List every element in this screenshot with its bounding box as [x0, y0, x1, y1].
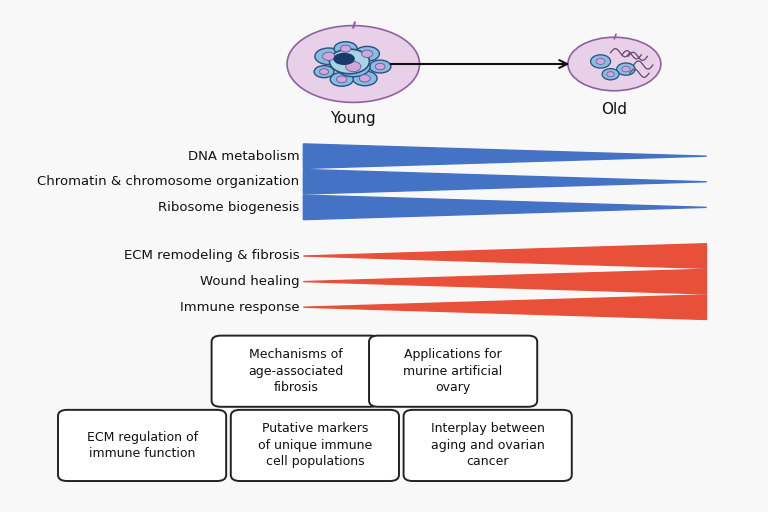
Polygon shape	[303, 295, 707, 319]
Text: Young: Young	[330, 111, 376, 126]
Text: ECM remodeling & fibrosis: ECM remodeling & fibrosis	[124, 249, 300, 263]
Circle shape	[362, 50, 372, 57]
Text: Putative markers
of unique immune
cell populations: Putative markers of unique immune cell p…	[258, 422, 372, 468]
Circle shape	[336, 76, 347, 83]
Polygon shape	[303, 195, 707, 220]
Ellipse shape	[355, 47, 379, 61]
Ellipse shape	[369, 60, 391, 73]
Circle shape	[319, 69, 329, 75]
Ellipse shape	[568, 37, 661, 91]
Circle shape	[596, 58, 605, 65]
Circle shape	[617, 63, 635, 75]
Circle shape	[340, 45, 351, 52]
Circle shape	[346, 61, 361, 72]
Ellipse shape	[334, 42, 357, 55]
Text: Chromatin & chromosome organization: Chromatin & chromosome organization	[38, 175, 300, 188]
FancyBboxPatch shape	[58, 410, 226, 481]
Circle shape	[591, 55, 611, 68]
Text: Applications for
murine artificial
ovary: Applications for murine artificial ovary	[403, 348, 503, 394]
Ellipse shape	[353, 71, 377, 86]
Ellipse shape	[330, 73, 353, 86]
Text: Mechanisms of
age-associated
fibrosis: Mechanisms of age-associated fibrosis	[248, 348, 343, 394]
FancyBboxPatch shape	[369, 336, 537, 407]
Circle shape	[622, 67, 630, 72]
Circle shape	[602, 69, 619, 80]
Circle shape	[323, 52, 335, 60]
Text: Wound healing: Wound healing	[200, 275, 300, 288]
Polygon shape	[303, 169, 707, 194]
FancyBboxPatch shape	[211, 336, 379, 407]
FancyBboxPatch shape	[403, 410, 571, 481]
Circle shape	[359, 75, 370, 82]
Polygon shape	[303, 269, 707, 294]
Text: DNA metabolism: DNA metabolism	[188, 150, 300, 163]
Polygon shape	[303, 144, 707, 168]
FancyBboxPatch shape	[230, 410, 399, 481]
Ellipse shape	[287, 26, 419, 102]
Ellipse shape	[333, 53, 355, 65]
Text: Ribosome biogenesis: Ribosome biogenesis	[158, 201, 300, 214]
Text: Old: Old	[601, 102, 627, 117]
Circle shape	[376, 63, 385, 70]
Polygon shape	[303, 244, 707, 268]
Ellipse shape	[315, 48, 343, 65]
Text: Interplay between
aging and ovarian
cancer: Interplay between aging and ovarian canc…	[431, 422, 545, 468]
Circle shape	[607, 72, 614, 77]
Text: ECM regulation of
immune function: ECM regulation of immune function	[87, 431, 197, 460]
Text: Immune response: Immune response	[180, 301, 300, 314]
Ellipse shape	[329, 49, 369, 74]
Ellipse shape	[314, 66, 334, 78]
Ellipse shape	[336, 56, 370, 77]
